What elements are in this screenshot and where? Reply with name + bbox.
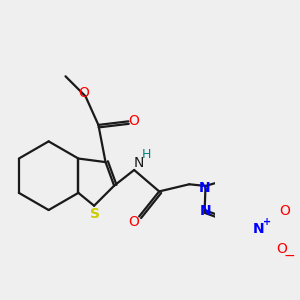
Text: N: N [200, 204, 212, 218]
Text: −: − [284, 249, 295, 263]
Text: O: O [78, 86, 89, 100]
Text: +: + [263, 217, 271, 227]
Text: H: H [142, 148, 151, 161]
Text: O: O [128, 215, 139, 229]
Text: S: S [90, 207, 100, 220]
Text: O: O [129, 114, 140, 128]
Text: O: O [277, 242, 287, 256]
Text: N: N [198, 181, 210, 195]
Text: N: N [253, 222, 264, 236]
Text: O: O [279, 204, 289, 218]
Text: N: N [133, 156, 144, 170]
